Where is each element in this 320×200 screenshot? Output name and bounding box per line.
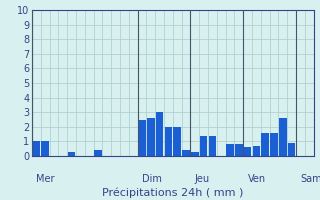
Bar [182, 150, 190, 156]
Bar [165, 127, 172, 156]
Bar [253, 146, 260, 156]
Text: Précipitations 24h ( mm ): Précipitations 24h ( mm ) [102, 188, 244, 198]
Bar [270, 133, 278, 156]
Bar [209, 136, 216, 156]
Bar [226, 144, 234, 156]
Bar [200, 136, 207, 156]
Bar [147, 118, 155, 156]
Text: Dim: Dim [142, 174, 162, 184]
Bar [156, 112, 163, 156]
Bar [94, 150, 102, 156]
Bar [68, 152, 75, 156]
Bar [173, 127, 181, 156]
Text: Jeu: Jeu [195, 174, 210, 184]
Bar [138, 119, 146, 156]
Bar [261, 133, 269, 156]
Bar [244, 147, 251, 156]
Bar [235, 144, 243, 156]
Text: Ven: Ven [248, 174, 266, 184]
Bar [191, 152, 198, 156]
Text: Mer: Mer [36, 174, 55, 184]
Bar [42, 141, 49, 156]
Bar [33, 141, 40, 156]
Bar [288, 143, 295, 156]
Bar [279, 118, 286, 156]
Text: Sam: Sam [300, 174, 320, 184]
